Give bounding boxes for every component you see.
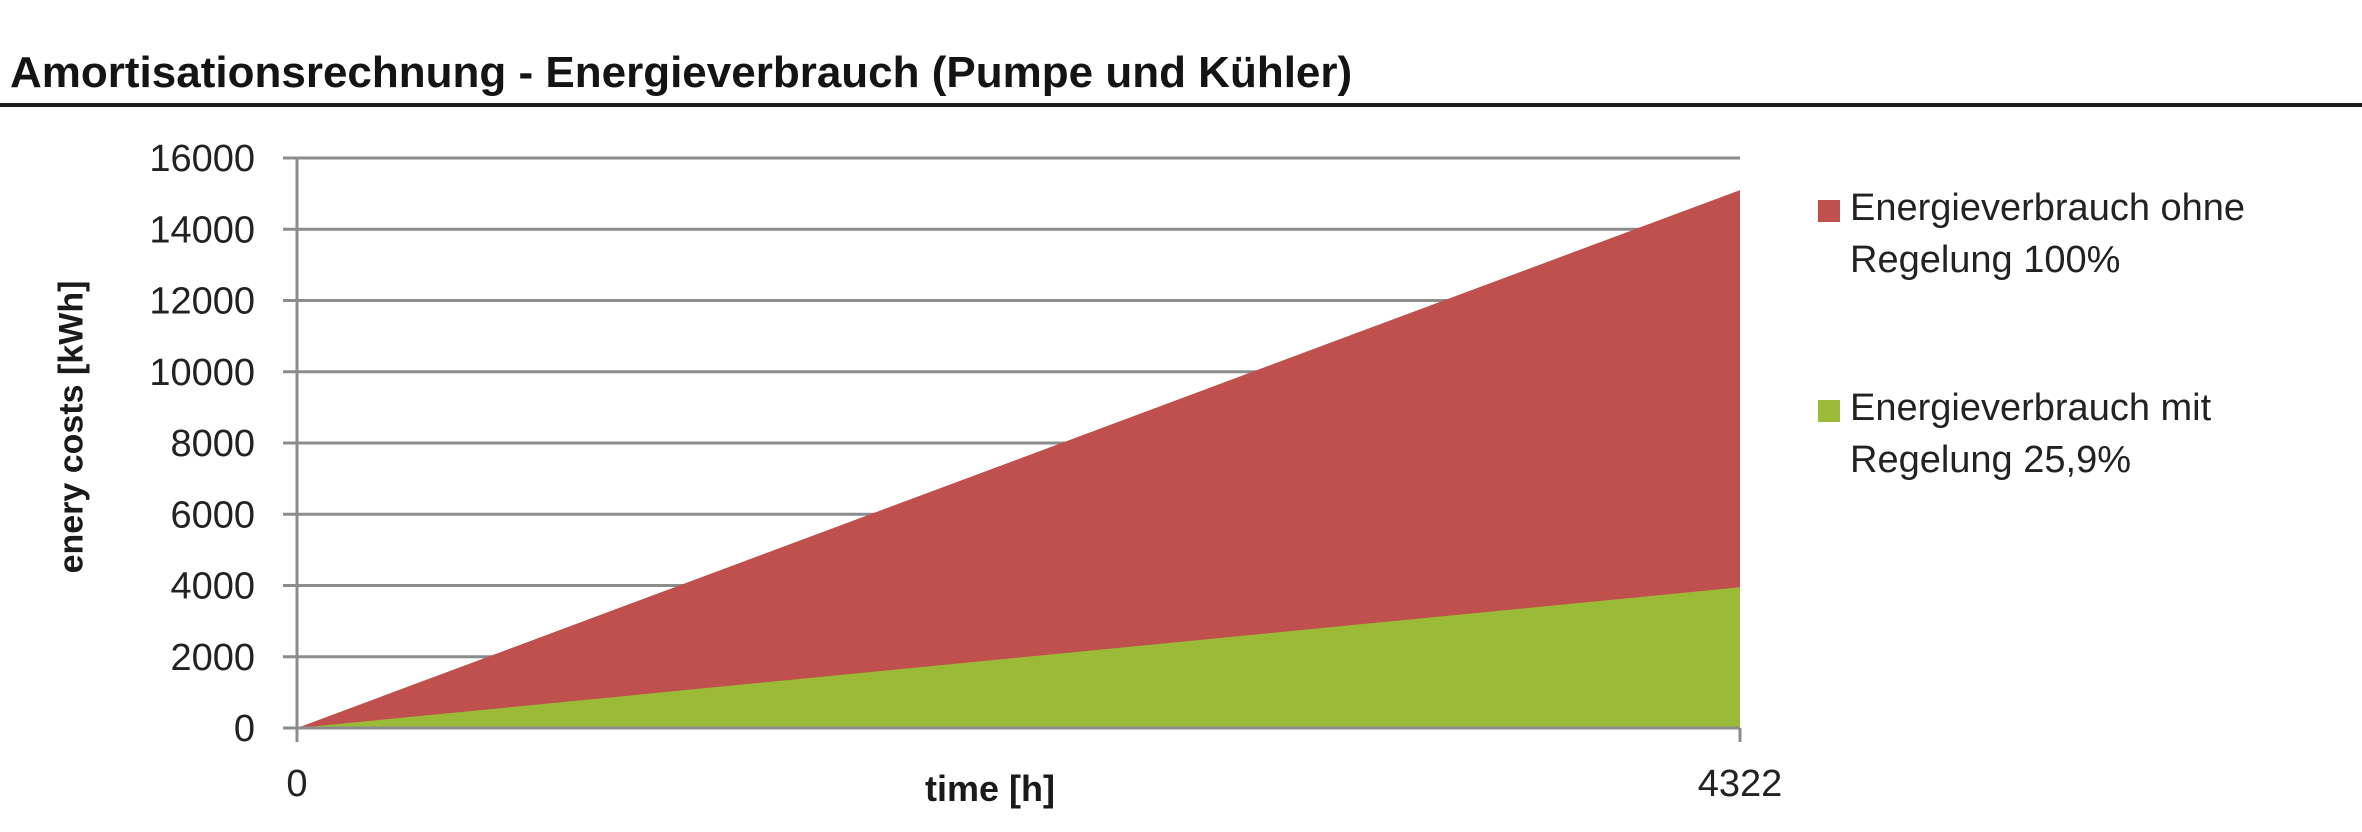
chart-title: Amortisationsrechnung - Energieverbrauch… (10, 48, 1353, 97)
legend-item-mit-regelung: Energieverbrauch mit Regelung 25,9% (1818, 382, 2338, 486)
title-rule (0, 103, 2362, 107)
area-mit-regelung (297, 587, 1740, 728)
y-tick-label: 16000 (149, 138, 255, 180)
y-axis-label: enery costs [kWh] (52, 280, 91, 574)
legend-swatch-red (1818, 200, 1840, 222)
legend-item-ohne-regelung: Energieverbrauch ohne Regelung 100% (1818, 182, 2338, 286)
y-tick-label: 6000 (170, 494, 255, 536)
legend-swatch-green (1818, 400, 1840, 422)
area-ohne-regelung (297, 190, 1740, 728)
legend-label-line: Regelung 100% (1850, 239, 2121, 281)
legend-label-line: Regelung 25,9% (1850, 439, 2131, 481)
y-tick-label: 12000 (149, 281, 255, 323)
legend: Energieverbrauch ohne Regelung 100% Ener… (1818, 182, 2338, 486)
x-axis-label: time [h] (925, 768, 1055, 809)
y-tick-labels: 0 2000 4000 6000 8000 10000 12000 14000 16000 (149, 138, 255, 750)
y-tick-label: 0 (234, 708, 255, 750)
area-series (297, 190, 1740, 728)
x-tick-label: 4322 (1698, 763, 1783, 805)
x-tick-label: 0 (286, 763, 307, 805)
axes (283, 158, 1742, 742)
y-tick-label: 4000 (170, 566, 255, 608)
x-tick-labels: 0 4322 (286, 763, 1782, 805)
legend-label-line: Energieverbrauch ohne (1850, 187, 2246, 229)
y-tick-label: 14000 (149, 209, 255, 251)
legend-label-line: Energieverbrauch mit (1850, 387, 2212, 429)
y-tick-label: 10000 (149, 352, 255, 394)
y-tick-label: 8000 (170, 423, 255, 465)
y-tick-label: 2000 (170, 637, 255, 679)
